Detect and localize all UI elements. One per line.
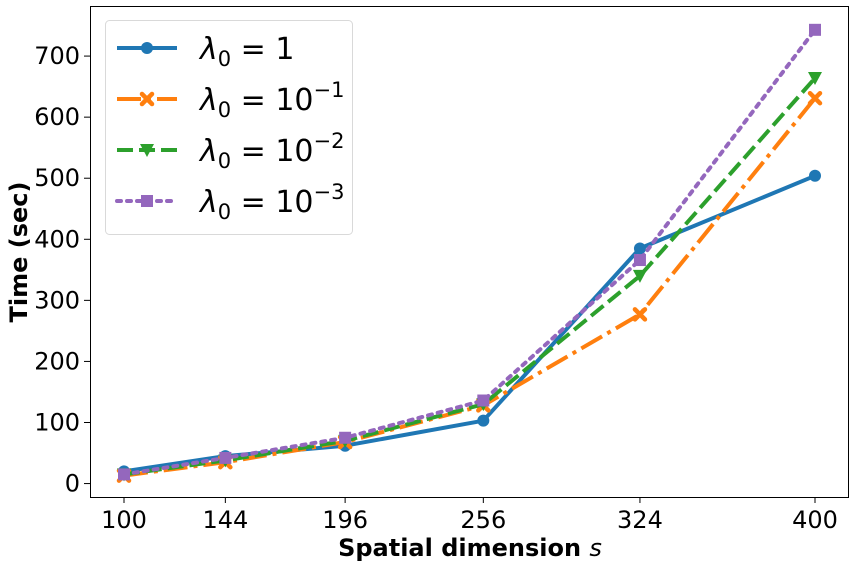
x-tick-label-400: 400 (792, 506, 838, 534)
legend-label-base: λ (198, 83, 218, 118)
legend-entry-1: λ0 = 1 (117, 32, 294, 71)
y-tick-label-400: 400 (34, 225, 80, 253)
legend-label-eq: = 10 (231, 185, 313, 220)
y-tick-label-100: 100 (34, 408, 80, 436)
legend-marker-2 (139, 91, 155, 107)
legend-marker-1 (141, 42, 153, 54)
y-tick-label-500: 500 (34, 164, 80, 192)
x-axis-label: Spatial dimension s (338, 534, 602, 562)
series-2-point-5 (632, 307, 648, 322)
x-tick-label-144: 144 (202, 506, 248, 534)
y-axis-label: Time (sec) (5, 182, 33, 323)
legend-label-3: λ0 = 10−2 (198, 129, 345, 173)
series-4-point-2 (219, 451, 232, 464)
legend-marker-2-stroke-b (139, 91, 155, 107)
legend-entry-4: λ0 = 10−3 (115, 180, 345, 224)
plot-frame (90, 6, 849, 498)
legend-entries: λ0 = 1λ0 = 10−1λ0 = 10−2λ0 = 10−3 (115, 32, 345, 224)
x-tick-label-256: 256 (460, 506, 506, 534)
legend-marker-4 (141, 195, 153, 207)
legend-label-sub: 0 (218, 200, 231, 224)
y-tick-label-0: 0 (65, 470, 80, 498)
series-2-point-5-stroke-b (632, 307, 648, 322)
series-4-point-6 (809, 23, 821, 36)
legend-label-sup: −3 (314, 180, 345, 204)
x-tick-label-100: 100 (101, 506, 147, 534)
legend-label-base: λ (198, 32, 218, 67)
series-4-point-1 (118, 468, 130, 481)
legend-label-2: λ0 = 10−1 (198, 78, 345, 122)
series-4-point-3 (339, 431, 352, 444)
legend-label-eq: = 10 (231, 134, 313, 169)
legend-entry-2: λ0 = 10−1 (117, 78, 345, 122)
y-axis: 0 100 200 300 400 500 600 700 (34, 42, 90, 498)
series-3-line (123, 76, 817, 477)
legend-label-4: λ0 = 10−3 (198, 180, 345, 224)
y-tick-label-700: 700 (34, 42, 80, 70)
series-1-point-4 (477, 414, 490, 427)
legend-label-base: λ (198, 134, 218, 169)
legend-label-sub: 0 (218, 47, 231, 71)
series-3-point-5 (632, 269, 647, 283)
x-axis: 100 144 196 256 324 400 (101, 497, 838, 534)
y-tick-label-300: 300 (34, 286, 80, 314)
x-tick-label-324: 324 (617, 506, 663, 534)
series-3-point-6 (808, 72, 822, 86)
series-1-line (123, 173, 816, 474)
plot-marks (116, 23, 823, 483)
legend-label-sub: 0 (218, 149, 231, 173)
legend-entry-3: λ0 = 10−2 (117, 129, 345, 173)
legend-label-1: λ0 = 1 (198, 32, 294, 71)
legend-label-sub: 0 (218, 98, 231, 122)
legend: λ0 = 1λ0 = 10−1λ0 = 10−2λ0 = 10−3 (105, 20, 353, 235)
series-2-point-6 (807, 90, 823, 106)
series-4-point-4 (477, 394, 490, 407)
legend-label-eq: = 1 (231, 32, 294, 67)
series-4-line (122, 27, 817, 477)
legend-marker-3 (140, 144, 154, 157)
series-4-point-5 (633, 254, 646, 267)
legend-box (105, 20, 353, 235)
series-1-point-6 (809, 169, 821, 182)
y-tick-label-600: 600 (34, 103, 80, 131)
x-tick-label-196: 196 (322, 506, 368, 534)
legend-label-sup: −2 (314, 129, 345, 153)
legend-label-eq: = 10 (231, 83, 313, 118)
series-2-point-6-stroke-b (807, 90, 823, 106)
series-1-point-5 (633, 242, 646, 255)
legend-label-base: λ (198, 185, 218, 220)
legend-label-sup: −1 (314, 78, 345, 102)
y-tick-label-200: 200 (34, 347, 80, 375)
series-4 (118, 23, 821, 481)
